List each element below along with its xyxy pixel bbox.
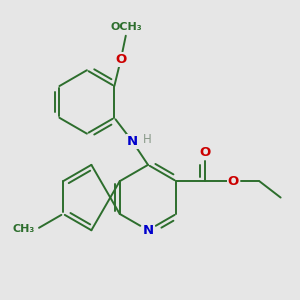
Text: O: O [228,175,239,188]
Text: O: O [115,53,127,66]
Text: OCH₃: OCH₃ [111,22,142,32]
Text: N: N [142,224,154,237]
Text: O: O [199,146,210,159]
Text: N: N [127,135,138,148]
Text: H: H [143,133,152,146]
Text: CH₃: CH₃ [13,224,35,234]
